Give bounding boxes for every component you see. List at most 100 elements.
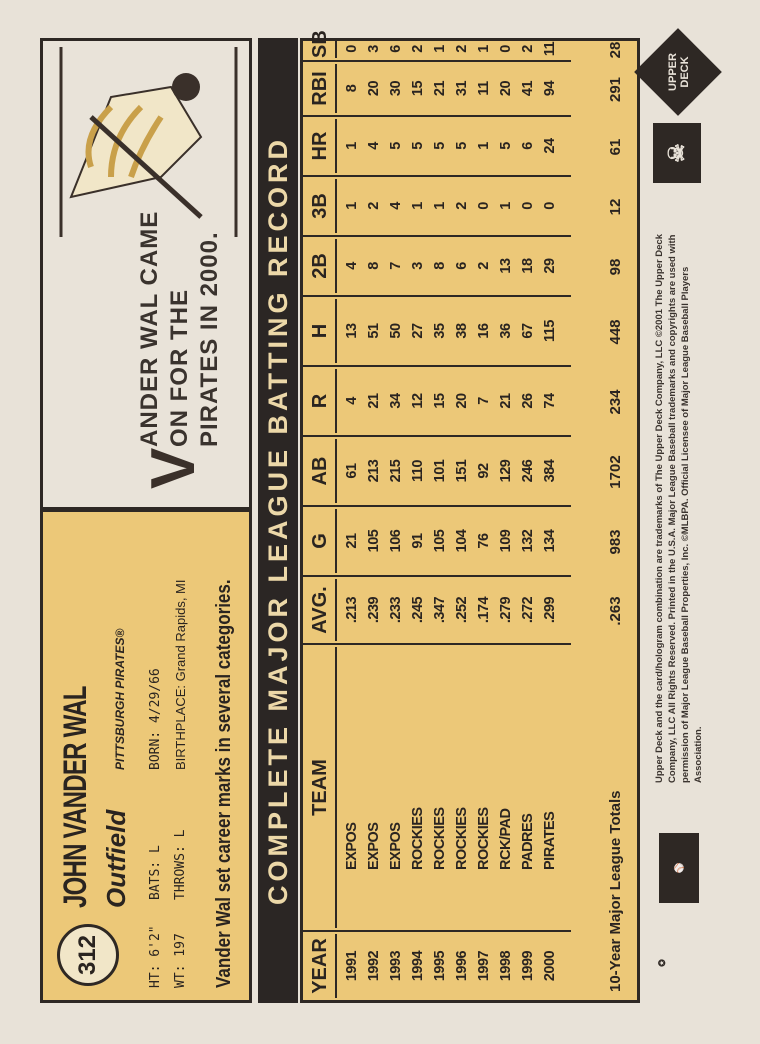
born: BORN: 4/29/66 [148,668,163,770]
weight: WT: 197 [173,933,188,988]
table-cell: 0 [542,202,558,210]
table-cell: 5 [432,142,448,150]
column-header: G [303,509,337,573]
cartoon-caption: ANDER WAL CAME ON FOR THE PIRATES IN 200… [135,211,225,447]
brand-name: UPPER DECK [667,53,691,91]
table-cell: 29 [542,258,558,274]
player-position: Outfield [101,809,131,908]
table-cell: .279 [498,596,514,624]
table-cell: 215 [388,459,404,483]
column-header: 3B [303,179,337,233]
bats: BATS: L [148,845,163,900]
table-cell: 61 [344,463,360,479]
table-cell: 94 [542,80,558,97]
player-blurb: Vander Wal set career marks in several c… [213,579,235,988]
table-cell: 1998 [498,950,514,982]
table-cell: 2 [476,262,492,270]
total-cell: 983 [607,529,624,555]
table-cell: 1 [498,202,514,210]
table-cell: ROCKIES [432,807,448,870]
table-cell: 6 [388,45,404,53]
total-cell: 61 [607,138,624,156]
table-cell: ROCKIES [476,807,492,870]
table-cell: 8 [366,262,382,270]
column-r: R 4 21 34 12 15 20 7 21 26 74 [303,367,571,437]
table-cell: 1992 [366,950,382,982]
table-cell: 1 [432,45,448,53]
table-cell: 41 [520,80,536,97]
column-header: HR [303,119,337,173]
table-cell: 27 [410,323,426,339]
table-cell: 7 [388,262,404,270]
total-cell: 291 [607,76,624,103]
total-cell: 98 [607,258,624,276]
table-cell: 1 [410,202,426,210]
table-cell: 0 [520,202,536,210]
table-cell: 4 [366,142,382,150]
table-cell: 6 [520,142,536,150]
pirates-logo-icon: ☠ [653,123,701,183]
table-cell: 1 [344,202,360,210]
table-cell: 213 [366,459,382,483]
mlb-logo-icon: ⚾ [659,833,699,903]
table-cell: 20 [366,80,382,97]
table-cell: 0 [344,45,360,53]
table-cell: 105 [432,529,448,553]
table-cell: 1999 [520,950,536,982]
caption-line: ANDER WAL CAME [136,210,163,447]
table-cell: 76 [476,533,492,549]
table-cell: PIRATES [542,811,558,870]
column-header: AVG. [303,579,337,641]
column-ab: AB 61 213 215 110 101 151 92 129 246 384 [303,437,571,507]
table-cell: EXPOS [344,822,360,870]
table-cell: 2000 [542,950,558,982]
stats-title: COMPLETE MAJOR LEAGUE BATTING RECORD [258,38,298,1003]
table-cell: 50 [388,323,404,339]
table-cell: 246 [520,459,536,483]
player-name: JOHN VANDER WAL [57,686,93,908]
table-cell: .245 [410,596,426,624]
table-cell: 1 [476,45,492,53]
total-cell: 1702 [607,455,624,489]
table-cell: 0 [476,202,492,210]
table-cell: 7 [476,397,492,405]
table-cell: 21 [498,393,514,409]
table-cell: 1 [344,142,360,150]
table-cell: 151 [454,459,470,483]
table-cell: 1996 [454,950,470,982]
table-cell: 13 [344,323,360,339]
table-cell: 1993 [388,950,404,982]
table-cell: 2 [366,202,382,210]
column-year: YEAR 1991 1992 1993 1994 1995 1996 1997 1998 1999… [303,932,637,1000]
table-cell: .213 [344,596,360,624]
column-3b: 3B 1 2 4 1 1 2 0 1 0 0 [303,177,571,237]
column-team: TEAM EXPOS EXPOS EXPOS ROCKIES ROCKIES ROCKIES… [303,645,571,932]
column-avg: AVG. .213 .239 .233 .245 .347 .252 .174 .279 .272… [303,577,571,645]
player-team: PITTSBURGH PIRATES® [113,628,127,770]
table-cell: 15 [432,393,448,409]
table-cell: 35 [432,323,448,339]
table-cell: 105 [366,529,382,553]
table-cell: 1991 [344,950,360,982]
table-cell: 4 [344,397,360,405]
table-cell: 1 [432,202,448,210]
throws: THROWS: L [173,829,188,900]
table-cell: ROCKIES [454,807,470,870]
table-cell: 30 [388,80,404,97]
table-cell: .272 [520,596,536,624]
player-info-box: 312 JOHN VANDER WAL Outfield PITTSBURGH … [40,509,252,1003]
table-cell: 104 [454,529,470,553]
table-cell: .299 [542,596,558,624]
table-cell: RCK/PAD [498,808,514,870]
total-cell: 448 [607,319,624,345]
column-header: RBI [303,64,337,113]
total-cell: .263 [607,596,624,626]
table-cell: 21 [432,80,448,97]
table-cell: 384 [542,459,558,483]
caption-line: PIRATES IN 2000. [196,231,223,447]
total-cell: 234 [607,389,624,415]
table-cell: 13 [498,258,514,274]
column-header: TEAM [303,647,337,928]
table-cell: 21 [344,533,360,549]
column-rbi: RBI 8 20 30 15 21 31 11 20 41 94 [303,62,571,117]
